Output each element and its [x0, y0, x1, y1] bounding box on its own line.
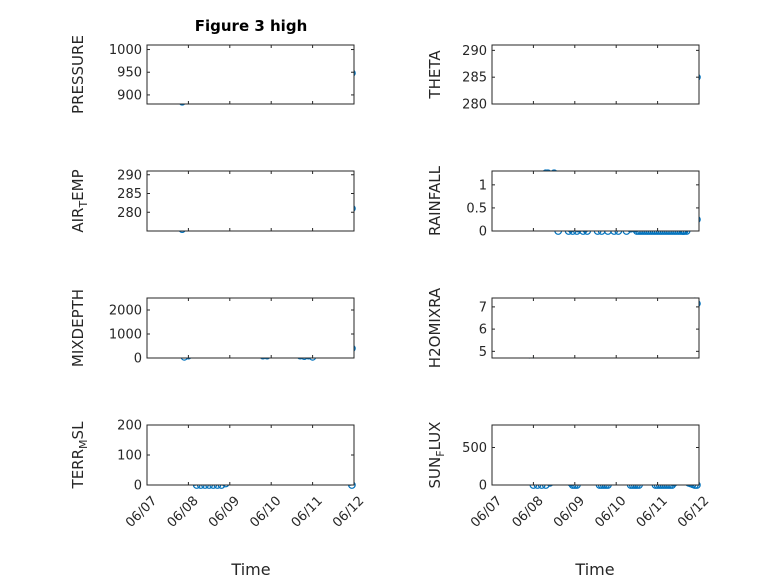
y-tick-label: 1000: [109, 328, 142, 343]
y-tick-label: 290: [462, 44, 487, 59]
axes-frame: [491, 44, 700, 105]
y-tick-label: 7: [479, 300, 487, 315]
axes-frame: [146, 297, 355, 359]
y-tick-label: 280: [117, 206, 142, 221]
subplot-pressure: 900 950 1000 PRESSURE: [69, 35, 356, 114]
axes-frame: [146, 44, 355, 105]
y-tick-label: 200: [117, 419, 142, 434]
y-tick-label: 500: [462, 441, 487, 456]
axes-frame: [491, 297, 700, 359]
subplot-air-temp: 280 285 290 AIRTEMP: [69, 168, 356, 234]
y-axis-label: AIRTEMP: [69, 169, 90, 232]
axes-frame: [491, 424, 700, 486]
y-tick-label: 285: [117, 187, 142, 202]
y-tick-label: 5: [479, 345, 487, 360]
y-axis-label: SUNFLUX: [426, 422, 447, 489]
y-tick-label: 950: [117, 66, 142, 81]
axes-frame: [491, 170, 700, 232]
figure-title: Figure 3 high: [195, 17, 308, 35]
subplot-theta: 280 285 290 THETA: [426, 44, 701, 113]
y-tick-label: 0: [134, 479, 142, 494]
y-axis-label: THETA: [426, 50, 444, 100]
y-tick-label: 290: [117, 168, 142, 183]
y-axis-label: H2OMIXRA: [426, 287, 444, 368]
x-axis-label-right: Time: [574, 560, 614, 579]
axes-frame: [146, 170, 355, 232]
y-tick-label: 0: [479, 225, 487, 240]
axes-frame: [146, 424, 355, 486]
y-axis-label: PRESSURE: [69, 35, 87, 114]
y-tick-label: 285: [462, 71, 487, 86]
y-tick-label: 1000: [109, 43, 142, 58]
y-axis-label: MIXDEPTH: [69, 289, 87, 367]
y-tick-label: 0: [134, 352, 142, 367]
y-axis-label: TERRMSL: [69, 421, 90, 490]
subplot-h2omixra: 5 6 7 H2OMIXRA: [426, 287, 701, 368]
y-tick-label: 280: [462, 98, 487, 113]
y-tick-label: 100: [117, 449, 142, 464]
subplot-mixdepth: 0 1000 2000 MIXDEPTH: [69, 289, 356, 367]
y-tick-label: 0.5: [466, 201, 487, 216]
subplot-rainfall: 0 0.5 1 RAINFALL: [426, 165, 701, 240]
y-axis-label: RAINFALL: [426, 165, 444, 236]
x-axis-label-left: Time: [230, 560, 270, 579]
y-tick-label: 2000: [109, 304, 142, 319]
y-tick-label: 6: [479, 323, 487, 338]
y-tick-label: 1: [479, 178, 487, 193]
y-tick-label: 900: [117, 88, 142, 103]
y-tick-label: 0: [479, 479, 487, 494]
